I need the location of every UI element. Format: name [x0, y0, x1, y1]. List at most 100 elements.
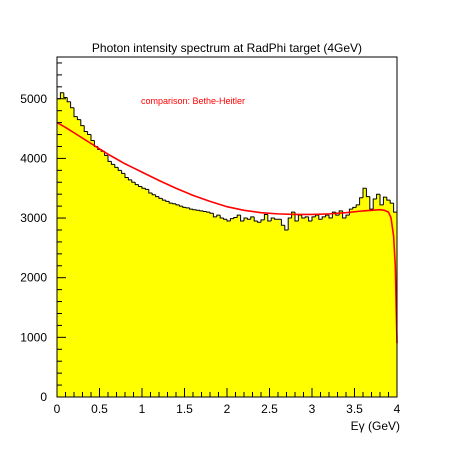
histogram-bin-90	[362, 187, 367, 198]
histogram-bin-85	[345, 214, 350, 219]
x-tick-label: 3	[309, 402, 316, 416]
histogram-bin-75	[311, 216, 316, 222]
histogram-bin-52	[233, 216, 238, 219]
series-line-0	[56, 121, 398, 344]
y-tick-label: 1000	[20, 330, 47, 344]
histogram-bin-26	[144, 188, 149, 190]
y-tick-label: 2000	[20, 271, 47, 285]
histogram-bin-60	[260, 219, 265, 223]
histogram-bin-94	[376, 193, 380, 199]
histogram-bin-16	[110, 161, 115, 165]
histogram-bin-81	[331, 211, 336, 219]
histogram-bin-61	[263, 213, 268, 220]
histogram-bin-93	[372, 198, 377, 210]
histogram-bin-44	[206, 211, 210, 213]
histogram-bin-98	[389, 200, 394, 204]
histogram-bin-46	[212, 213, 217, 218]
histogram-bin-35	[175, 203, 180, 206]
histogram-bin-62	[267, 214, 272, 222]
histogram-bin-87	[352, 206, 357, 210]
histogram-bin-99	[393, 203, 397, 213]
histogram-bin-1	[59, 92, 64, 99]
histogram-bin-38	[185, 207, 190, 209]
histogram-bin-34	[172, 203, 176, 205]
histogram-bin-18	[117, 167, 122, 171]
histogram-bin-77	[318, 215, 323, 220]
y-tick-label: 5000	[20, 92, 47, 106]
x-tick-label: 2	[224, 402, 231, 416]
histogram-bin-10	[90, 134, 95, 142]
histogram-bin-50	[226, 219, 231, 222]
histogram-bin-72	[301, 215, 306, 219]
histogram-bin-8	[83, 125, 88, 133]
histogram-bin-66	[280, 219, 285, 226]
histogram-bin-47	[216, 214, 221, 217]
histogram-bin-19	[121, 170, 125, 174]
histogram-bin-27	[148, 189, 153, 194]
x-tick-label: 1	[139, 402, 146, 416]
histogram-bin-79	[325, 214, 329, 217]
x-axis: 0 0.5 1 1.5 2 2.5 3 3.5 4	[54, 388, 401, 416]
histogram-bin-15	[107, 155, 112, 162]
histogram-bin-78	[321, 216, 326, 220]
histogram-bin-59	[257, 221, 261, 223]
histogram-bin-68	[287, 217, 292, 230]
histogram-bin-69	[291, 211, 295, 219]
histogram-bin-56	[246, 218, 251, 220]
x-tick-label: 0.5	[91, 402, 108, 416]
histogram-bin-89	[359, 197, 363, 205]
histogram-bin-42	[199, 210, 204, 212]
x-tick-label: 0	[54, 402, 61, 416]
histogram-bin-58	[253, 216, 258, 222]
histogram-bin-21	[127, 177, 132, 181]
y-tick-label: 0	[40, 390, 47, 404]
histogram-bin-51	[229, 218, 234, 222]
histogram-bin-48	[219, 215, 224, 219]
chart-annotation: comparison: Bethe-Heitler	[141, 96, 245, 106]
histogram-bin-96	[382, 196, 387, 205]
histogram-bin-5	[73, 107, 78, 118]
x-tick-label: 2.5	[261, 402, 278, 416]
histogram-bin-29	[155, 194, 159, 198]
y-axis: 0 1000 2000 3000 4000 5000	[20, 62, 66, 404]
histogram-bin-9	[87, 131, 91, 136]
x-tick-label: 1.5	[176, 402, 193, 416]
histogram-bin-33	[168, 201, 173, 204]
histogram-bin-37	[182, 206, 187, 208]
histogram-bin-31	[161, 198, 166, 201]
histogram-bin-7	[80, 119, 85, 127]
histogram-bin-36	[178, 204, 183, 207]
histogram-bin-40	[192, 209, 197, 211]
histogram-bin-55	[243, 217, 248, 222]
histogram-bin-45	[209, 212, 214, 214]
histogram-bin-88	[355, 204, 360, 208]
histogram-bin-64	[274, 218, 278, 220]
histogram-bin-41	[195, 209, 200, 211]
histogram-bin-49	[223, 218, 227, 220]
histogram-bin-67	[284, 225, 289, 231]
histogram-bin-25	[141, 186, 146, 189]
histogram-bin-20	[124, 173, 129, 178]
histogram-bin-73	[304, 216, 309, 219]
histogram-bin-97	[386, 197, 391, 201]
histogram-bin-43	[202, 210, 207, 212]
histogram-bin-63	[270, 217, 275, 222]
chart-title: Photon intensity spectrum at RadPhi targ…	[92, 41, 362, 55]
histogram-bin-32	[165, 200, 170, 202]
histogram-bin-91	[365, 188, 370, 198]
histogram-bin-2	[63, 92, 68, 99]
histogram-bin-23	[134, 182, 139, 186]
y-tick-label: 4000	[20, 151, 47, 165]
histogram-bin-22	[131, 179, 136, 183]
histogram-bin-74	[308, 216, 312, 222]
histogram-bin-80	[328, 215, 333, 219]
histogram-bin-4	[70, 101, 74, 109]
histogram-bin-54	[240, 215, 244, 222]
plot-area: 0 0.5 1 1.5 2 2.5 3 3.5 4 0 1000 2000 3000 4000 5000	[20, 56, 401, 416]
histogram-bin-39	[189, 207, 193, 210]
x-tick-label: 3.5	[346, 402, 363, 416]
histogram-fill	[57, 92, 397, 397]
histogram-bin-95	[379, 194, 384, 206]
histogram-bin-30	[158, 196, 163, 199]
